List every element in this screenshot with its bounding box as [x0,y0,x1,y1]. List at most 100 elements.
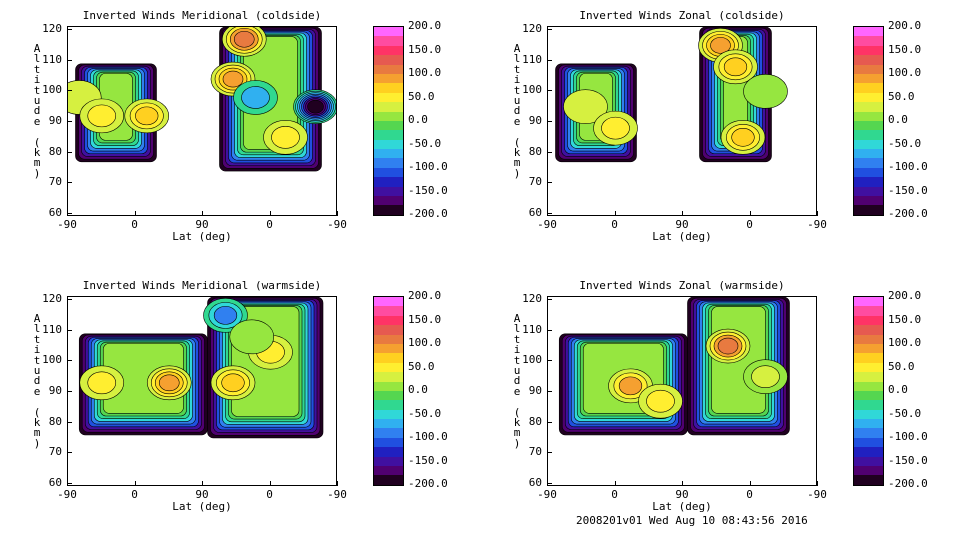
y-tick-mark [547,360,552,362]
colorbar-band [854,186,883,197]
x-tick-mark [547,481,548,486]
x-tick-mark [749,211,751,216]
y-tick-label: 60 [48,475,62,489]
x-tick-label: 0 [131,218,138,231]
chart-title: Inverted Winds Meridional (coldside) [82,9,322,22]
colorbar [853,26,884,216]
colorbar-tick-label: 150.0 [408,42,442,56]
colorbar-band [374,353,403,363]
colorbar-band [374,64,403,74]
x-tick-mark [337,481,338,486]
x-tick-label: 0 [131,488,138,501]
colorbar-band [374,45,403,56]
y-tick-label: 120 [522,292,542,306]
colorbar-tick-label: -100.0 [408,160,448,173]
y-tick-label: 60 [528,205,542,219]
contour-plot [78,297,324,439]
colorbar-band [854,73,883,84]
colorbar-tick-label: -50.0 [408,406,442,420]
y-tick-label: 70 [48,445,62,459]
plot-area [547,26,817,216]
contour-feature [601,116,630,140]
colorbar-tick-label: 100.0 [888,336,922,349]
colorbar-tick-label: 0.0 [408,383,428,396]
y-tick-mark [547,212,552,214]
contour-feature [751,365,780,388]
x-tick-mark [67,211,68,216]
y-tick-label: 90 [48,384,62,397]
colorbar-band [854,390,883,401]
colorbar-band [374,36,403,46]
contour-feature [213,306,238,325]
x-tick-mark [547,211,548,216]
contour-feature [221,373,245,393]
x-tick-mark [682,211,683,216]
colorbar-band [854,456,883,467]
y-tick-label: 80 [528,144,542,158]
x-tick-label: -90 [327,218,347,231]
colorbar-band [854,92,883,103]
x-tick-mark [269,481,271,486]
colorbar [373,26,404,216]
y-tick-mark [547,59,552,61]
x-tick-label: 0 [266,218,273,231]
x-tick-mark [202,211,203,216]
colorbar-band [854,111,883,121]
contour-feature [241,86,270,109]
x-tick-mark [817,211,818,216]
colorbar-band [374,186,403,197]
y-tick-label: 120 [42,292,62,306]
colorbar-band [374,73,403,84]
colorbar-tick-label: -150.0 [888,453,928,467]
colorbar [373,296,404,486]
y-tick-mark [547,29,552,31]
plot-area [547,296,817,486]
x-tick-label: 90 [195,218,209,231]
footer-timestamp: 2008201v01 Wed Aug 10 08:43:56 2016 [576,514,808,527]
colorbar-band [374,167,403,178]
colorbar-tick-label: -50.0 [888,136,922,150]
colorbar-band [854,27,883,37]
colorbar-band [374,306,403,316]
colorbar-band [854,149,883,159]
colorbar-tick-label: 200.0 [408,19,442,32]
y-tick-mark [67,151,72,153]
y-tick-label: 80 [48,414,62,428]
x-tick-mark [682,481,683,486]
colorbar-band [374,334,403,344]
contour-feature [723,57,748,77]
colorbar-tick-label: 50.0 [408,89,435,103]
contour-plot [555,27,788,163]
colorbar-band [854,167,883,178]
colorbar-tick-label: 200.0 [888,19,922,32]
colorbar-band [374,102,403,112]
contour-plot [68,27,336,172]
x-tick-label: -90 [807,488,827,501]
y-tick-label: 110 [42,52,62,66]
y-tick-mark [67,421,72,423]
colorbar [853,296,884,486]
colorbar-band [854,64,883,74]
y-tick-label: 100 [42,353,62,367]
colorbar-band [374,297,403,307]
colorbar-tick-label: 200.0 [888,289,922,302]
x-tick-label: -90 [537,488,557,501]
y-tick-mark [67,360,72,362]
plot-area [67,26,337,216]
colorbar-band [374,362,403,373]
contour-feature [743,74,788,109]
colorbar-band [374,111,403,121]
contour-feature [563,89,608,124]
chart-panel-meridional-warmside: Inverted Winds Meridional (warmside) 120 1… [0,270,480,540]
colorbar-band [374,475,403,485]
colorbar-band [374,315,403,326]
y-tick-mark [547,151,552,153]
colorbar-band [854,139,883,150]
colorbar-tick-label: 200.0 [408,289,442,302]
colorbar-band [374,390,403,401]
y-tick-mark [67,452,72,454]
colorbar-band [854,158,883,168]
colorbar-tick-label: 100.0 [408,66,442,79]
